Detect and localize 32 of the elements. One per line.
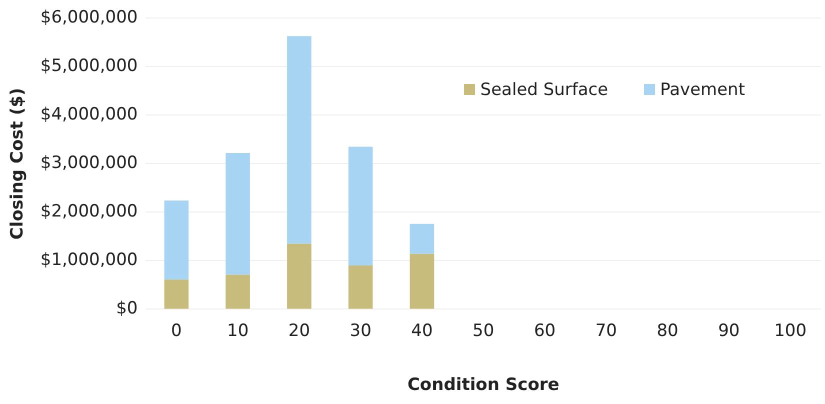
y-tick-label: $6,000,000 xyxy=(40,8,138,28)
x-tick-label: 100 xyxy=(774,320,807,341)
x-tick-label: 30 xyxy=(350,320,372,341)
x-axis-title: Condition Score xyxy=(407,375,560,396)
bar xyxy=(348,266,373,309)
x-tick-label: 70 xyxy=(595,320,617,341)
y-tick-label: $5,000,000 xyxy=(40,56,138,76)
bar xyxy=(287,244,312,309)
x-tick-label: 20 xyxy=(288,320,310,341)
bar xyxy=(164,280,189,309)
bar xyxy=(410,224,434,254)
y-axis-title: Closing Cost ($) xyxy=(8,88,28,240)
y-tick-label: $2,000,000 xyxy=(40,202,138,222)
x-tick-label: 90 xyxy=(718,320,740,341)
bar xyxy=(410,254,434,309)
y-tick-label: $1,000,000 xyxy=(40,250,138,270)
legend-label: Sealed Surface xyxy=(479,80,608,100)
x-tick-label: 80 xyxy=(656,320,678,341)
x-tick-label: 50 xyxy=(472,320,494,341)
bar xyxy=(348,146,373,266)
x-tick-label: 10 xyxy=(226,320,249,341)
bar xyxy=(287,36,312,244)
bar xyxy=(164,200,189,280)
bar xyxy=(226,274,250,309)
y-tick-label: $3,000,000 xyxy=(40,153,138,174)
x-tick-label: 40 xyxy=(411,320,433,341)
y-tick-label: $0 xyxy=(116,298,138,319)
x-tick-label: 0 xyxy=(171,320,182,341)
bar xyxy=(226,153,250,275)
x-tick-label: 60 xyxy=(534,320,556,341)
legend-label: Pavement xyxy=(659,80,745,100)
y-tick-label: $4,000,000 xyxy=(40,104,138,125)
